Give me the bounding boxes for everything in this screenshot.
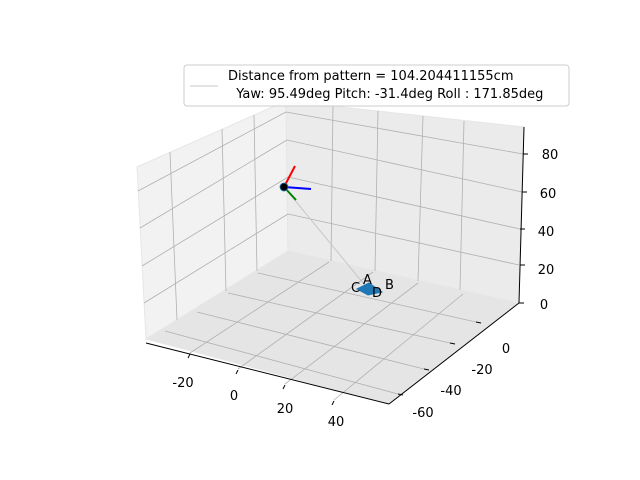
z-tick-label: 60 bbox=[540, 187, 557, 202]
legend: Distance from pattern = 104.204411155cm … bbox=[184, 65, 569, 106]
legend-line-1: Distance from pattern = 104.204411155cm bbox=[228, 69, 513, 84]
y-tick-label: -40 bbox=[440, 384, 461, 399]
point-label-b: B bbox=[385, 278, 394, 293]
z-tick-label: 20 bbox=[538, 263, 555, 278]
point-label-a: A bbox=[363, 273, 372, 288]
x-tick-label: 20 bbox=[277, 402, 294, 417]
y-tick-label: -20 bbox=[471, 363, 492, 378]
x-tick-label: 40 bbox=[328, 415, 345, 430]
z-tick-labels: 0 20 40 60 80 bbox=[538, 148, 559, 313]
z-tick-label: 0 bbox=[540, 298, 548, 313]
legend-line-2: Yaw: 95.49deg Pitch: -31.4deg Roll : 171… bbox=[228, 87, 543, 102]
z-tick-label: 40 bbox=[538, 225, 555, 240]
z-tick-label: 80 bbox=[542, 148, 559, 163]
x-tick-label: 0 bbox=[230, 389, 238, 404]
y-tick-label: 0 bbox=[502, 342, 510, 357]
x-tick-label: -20 bbox=[172, 376, 193, 391]
camera-marker bbox=[280, 183, 288, 191]
y-tick-label: -60 bbox=[412, 406, 433, 421]
point-label-c: C bbox=[351, 281, 360, 296]
point-label-d: D bbox=[372, 286, 382, 301]
